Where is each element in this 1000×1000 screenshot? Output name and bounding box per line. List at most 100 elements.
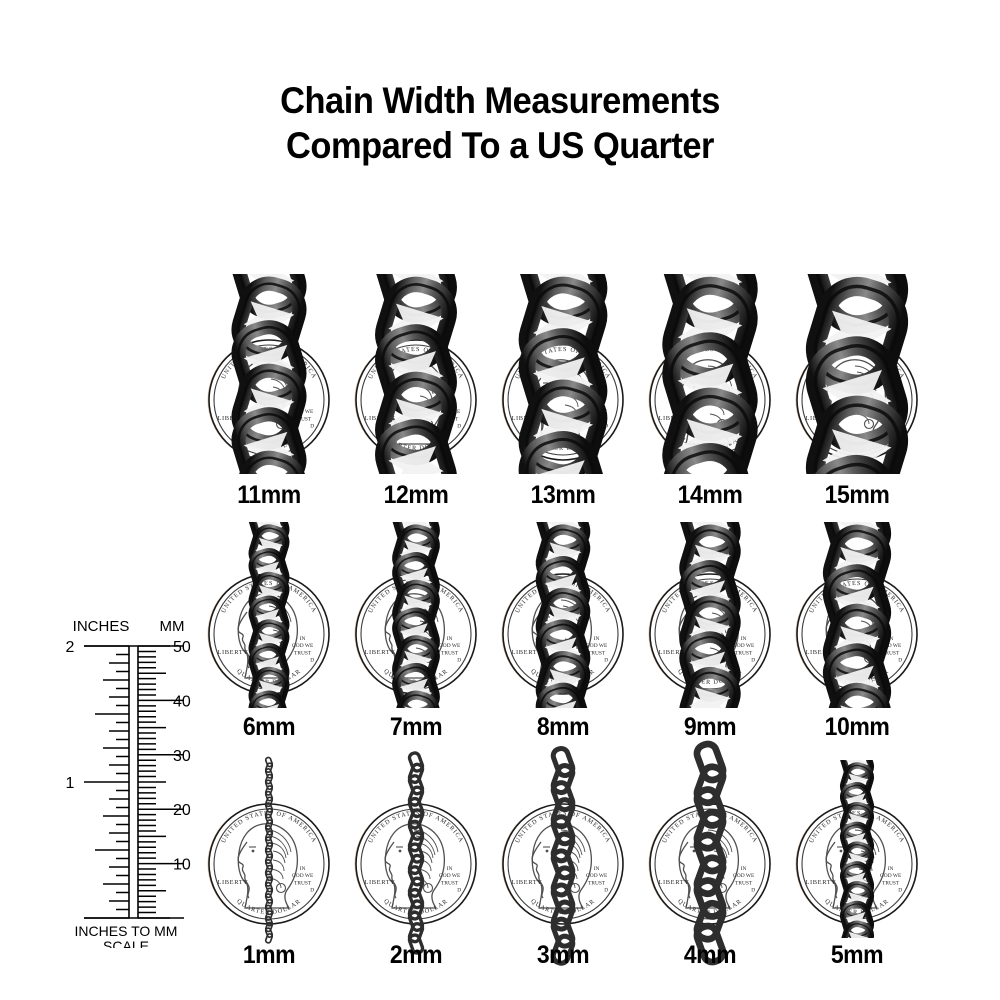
coin-motto-line-3: TRUST: [735, 650, 753, 656]
cuban-link-chain: [662, 274, 758, 474]
coin-motto-line-1: IN: [447, 866, 453, 872]
chain-size-label: 3mm: [536, 941, 590, 969]
chain-size-label: 12mm: [383, 481, 449, 509]
inches-to-mm-ruler: INCHES MM 2 1 50 40 30 20 10 INCHES TO MM SCALE: [52, 606, 197, 948]
coin-motto-line-1: IN: [300, 636, 306, 642]
chain-size-label: 6mm: [242, 713, 296, 741]
coin-legend-liberty: LIBERTY: [658, 649, 689, 656]
coin-motto-line-1: IN: [888, 636, 894, 642]
cuban-link-chain: [679, 522, 741, 708]
chain-size-label: 15mm: [824, 481, 890, 509]
cuban-link-chain: [805, 274, 909, 474]
coin-motto-line-2: GOD WE: [733, 873, 755, 879]
ruler-header-mm: MM: [160, 618, 185, 635]
cuban-link-chain: [375, 274, 457, 474]
chain-size-label: 4mm: [683, 941, 737, 969]
cuban-link-chain: [264, 756, 274, 944]
coin-mint-mark: D: [457, 424, 461, 430]
chain-size-label: 8mm: [536, 713, 590, 741]
chain-size-label: 1mm: [242, 941, 296, 969]
coin-motto-line-1: IN: [447, 636, 453, 642]
cuban-link-chain: [822, 522, 892, 708]
coin-mint-mark: D: [457, 888, 461, 894]
coin-mint-mark: D: [457, 658, 461, 664]
coin-legend-liberty: LIBERTY: [217, 879, 248, 886]
coin-motto-line-3: TRUST: [294, 880, 312, 886]
coin-motto-line-2: GOD WE: [292, 873, 314, 879]
coin-mint-mark: D: [604, 658, 608, 664]
coin-legend-liberty: LIBERTY: [805, 879, 836, 886]
page-title-line-1: Chain Width Measurements: [280, 80, 720, 121]
coin-mint-mark: D: [751, 658, 755, 664]
cuban-link-chain: [407, 751, 425, 955]
coin-motto-line-1: IN: [300, 866, 306, 872]
cuban-link-chain: [392, 522, 440, 708]
coin-motto-line-3: TRUST: [882, 880, 900, 886]
cuban-link-chain: [550, 745, 576, 966]
cuban-link-chain: [248, 522, 290, 708]
chain-size-label: 10mm: [824, 713, 890, 741]
ruler-inch-label-1: 1: [66, 775, 75, 792]
coin-motto-line-3: TRUST: [588, 650, 606, 656]
ruler-mm-label-20: 20: [173, 802, 191, 819]
cuban-link-chain: [693, 740, 727, 966]
page-title-line-2: Compared To a US Quarter: [286, 125, 714, 166]
ruler-mm-label-10: 10: [173, 857, 191, 874]
coin-legend-liberty: LIBERTY: [658, 879, 689, 886]
ruler-footer-line-2: SCALE: [103, 938, 149, 948]
coin-motto-line-3: TRUST: [294, 416, 312, 422]
coin-mint-mark: D: [751, 888, 755, 894]
coin-mint-mark: D: [310, 658, 314, 664]
coin-mint-mark: D: [898, 888, 902, 894]
coin-motto-line-1: IN: [594, 636, 600, 642]
coin-motto-line-3: TRUST: [588, 880, 606, 886]
coin-motto-line-2: GOD WE: [880, 873, 902, 879]
coin-mint-mark: D: [310, 424, 314, 430]
coin-motto-line-3: TRUST: [294, 650, 312, 656]
coin-motto-line-2: GOD WE: [880, 643, 902, 649]
coin-motto-line-2: GOD WE: [292, 643, 314, 649]
coin-motto-line-1: IN: [741, 866, 747, 872]
